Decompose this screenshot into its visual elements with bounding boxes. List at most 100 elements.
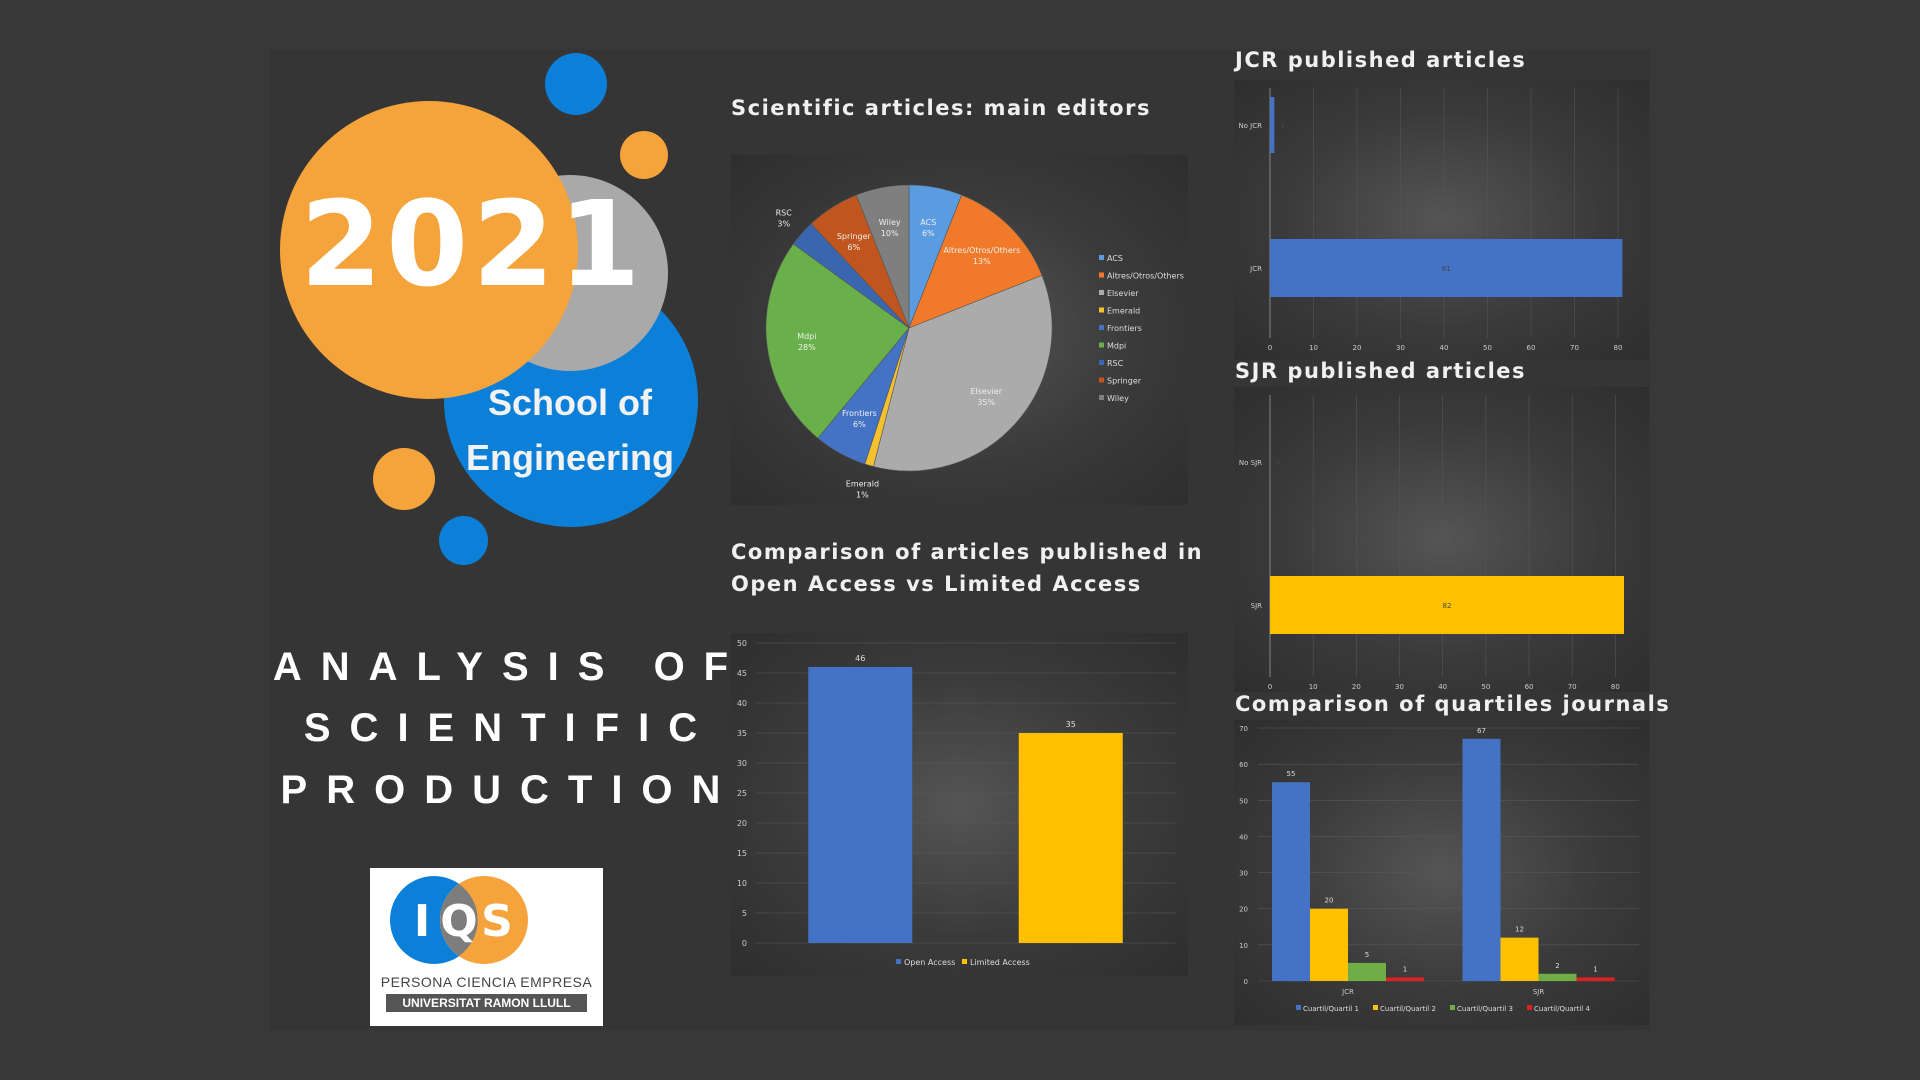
pie-legend-swatch-6 — [1099, 360, 1104, 365]
pie-slice-1 — [908, 194, 1043, 329]
quartiles-bar-0-2 — [1348, 962, 1386, 981]
quartiles-ytick-7: 70 — [1239, 725, 1248, 733]
sjr-xtick-0: 0 — [1268, 683, 1272, 691]
sjr-bar-label-1: 82 — [1443, 602, 1452, 610]
sjr-xtick-4: 40 — [1438, 683, 1447, 691]
pie-slice-percent-2: 35% — [977, 398, 995, 407]
access-legend-label-1: Limited Access — [970, 958, 1030, 967]
analysis-line-1: ANALYSIS OF — [272, 645, 748, 689]
sjr-bar-1 — [1270, 576, 1624, 634]
quartiles-bar-label-1-3: 1 — [1593, 965, 1597, 973]
pie-slice-name-7: Springer — [837, 232, 872, 241]
quartiles-legend-label-0: Cuartil/Quartil 1 — [1303, 1005, 1359, 1013]
logo-university: UNIVERSITAT RAMON LLULL — [386, 994, 587, 1012]
pie-legend-swatch-4 — [1099, 325, 1104, 330]
quartiles-legend-label-1: Cuartil/Quartil 2 — [1380, 1005, 1436, 1013]
quartiles-bar-0-3 — [1386, 977, 1424, 981]
access-bar-chart: 0 5 10 15 20 25 30 35 40 45 50 46 35 Open Access Limit… — [737, 639, 1176, 967]
quartiles-ytick-0: 0 — [1244, 978, 1248, 986]
quartiles-bar-label-0-1: 20 — [1325, 897, 1334, 905]
sjr-bar-chart: 0 10 20 30 40 50 60 70 80 No SJR 0 SJR 82 — [1239, 395, 1624, 691]
jcr-xtick-7: 70 — [1570, 344, 1579, 352]
quartiles-legend-swatch-1 — [1373, 1005, 1378, 1010]
pie-slice-percent-7: 6% — [847, 243, 860, 252]
sjr-xtick-2: 20 — [1352, 683, 1361, 691]
sjr-category-0: No SJR — [1239, 459, 1262, 467]
quartiles-ytick-3: 30 — [1239, 870, 1248, 878]
quartiles-chart-title: Comparison of quartiles journals — [1235, 692, 1671, 716]
quartiles-ytick-5: 50 — [1239, 797, 1248, 805]
quartiles-bar-label-1-1: 12 — [1515, 926, 1524, 934]
pie-slice-name-8: Wiley — [879, 218, 901, 227]
pie-chart-title: Scientific articles: main editors — [731, 96, 1151, 120]
quartiles-legend-label-2: Cuartil/Quartil 3 — [1457, 1005, 1513, 1013]
quartiles-legend-swatch-3 — [1527, 1005, 1532, 1010]
sjr-bar-label-0: 0 — [1276, 459, 1280, 467]
access-ytick-5: 25 — [737, 789, 747, 798]
access-bar-0 — [808, 667, 913, 943]
sjr-category-1: SJR — [1251, 602, 1263, 610]
jcr-xtick-1: 10 — [1309, 344, 1318, 352]
jcr-bar-label-0: 1 — [1280, 122, 1284, 130]
access-ytick-4: 20 — [737, 819, 747, 828]
pie-legend-swatch-1 — [1099, 272, 1104, 278]
jcr-xtick-0: 0 — [1268, 344, 1272, 352]
pie-slice-percent-6: 3% — [777, 220, 790, 229]
pie-slice-name-0: ACS — [920, 218, 936, 227]
access-legend-label-0: Open Access — [904, 958, 955, 967]
sjr-xtick-7: 70 — [1568, 683, 1577, 691]
access-ytick-3: 15 — [737, 849, 747, 858]
access-bar-label-1: 35 — [1066, 720, 1076, 729]
pie-slice-percent-4: 6% — [853, 420, 866, 429]
quartiles-bar-label-1-2: 2 — [1555, 962, 1559, 970]
jcr-bar-label-1: 81 — [1442, 265, 1451, 273]
pie-legend-label-3: Emerald — [1107, 307, 1140, 316]
pie-legend-swatch-7 — [1099, 377, 1104, 383]
pie-slice-8 — [855, 184, 910, 329]
sjr-xtick-1: 10 — [1309, 683, 1318, 691]
quartiles-bar-1-0 — [1462, 738, 1501, 981]
pie-legend-label-5: Mdpi — [1107, 342, 1126, 351]
pie-legend-label-2: Elsevier — [1107, 289, 1139, 298]
access-ytick-7: 35 — [737, 729, 747, 738]
school-name: School of Engineering — [440, 375, 700, 485]
sjr-xtick-3: 30 — [1395, 683, 1404, 691]
access-legend-swatch-1 — [962, 959, 967, 964]
quartiles-ytick-4: 40 — [1239, 833, 1248, 841]
quartiles-legend-swatch-0 — [1296, 1005, 1301, 1010]
blue-dot-top — [545, 53, 607, 115]
orange-dot-left — [373, 448, 435, 510]
pie-chart: ACS 6% Altres/Otros/Others 13% Elsevier 35% Em… — [765, 184, 1184, 499]
pie-slice-name-1: Altres/Otros/Others — [943, 246, 1020, 255]
access-title-line-1: Comparison of articles published in — [731, 540, 1204, 564]
pie-slice-name-3: Emerald — [846, 479, 879, 488]
quartiles-bar-label-0-2: 5 — [1365, 951, 1369, 959]
logo-letter-i: I — [414, 896, 430, 947]
quartiles-legend-swatch-2 — [1450, 1005, 1455, 1010]
jcr-bar-0 — [1270, 97, 1275, 153]
year-title: 2021 — [300, 175, 645, 313]
pie-legend-label-1: Altres/Otros/Others — [1107, 272, 1184, 281]
jcr-bar-1 — [1270, 239, 1623, 297]
quartiles-bar-0-0 — [1272, 782, 1310, 981]
sjr-xtick-5: 50 — [1481, 683, 1490, 691]
sjr-chart-title: SJR published articles — [1235, 359, 1527, 383]
pie-slice-name-4: Frontiers — [842, 409, 877, 418]
pie-slice-percent-8: 10% — [881, 229, 899, 238]
jcr-xtick-3: 30 — [1396, 344, 1405, 352]
access-ytick-6: 30 — [737, 759, 747, 768]
jcr-chart-title: JCR published articles — [1235, 48, 1527, 72]
jcr-xtick-2: 20 — [1353, 344, 1362, 352]
jcr-category-1: JCR — [1249, 265, 1262, 273]
quartiles-chart-panel: 0 10 20 30 40 50 60 70 55 20 5 1 JCR 67 12 2 1 SJR Cuartil… — [1234, 720, 1649, 1025]
pie-slice-2 — [873, 274, 1053, 472]
analysis-line-2: SCIENTIFIC — [303, 706, 717, 750]
pie-slice-name-2: Elsevier — [970, 387, 1002, 396]
pie-slice-name-6: RSC — [776, 209, 793, 218]
access-chart-panel: 0 5 10 15 20 25 30 35 40 45 50 46 35 Open Access Limit… — [731, 633, 1188, 976]
pie-legend-label-0: ACS — [1107, 254, 1123, 263]
orange-circle-large — [280, 101, 578, 399]
pie-legend-label-8: Wiley — [1107, 394, 1129, 403]
quartiles-category-0: JCR — [1341, 988, 1354, 996]
access-ytick-10: 50 — [737, 639, 747, 648]
